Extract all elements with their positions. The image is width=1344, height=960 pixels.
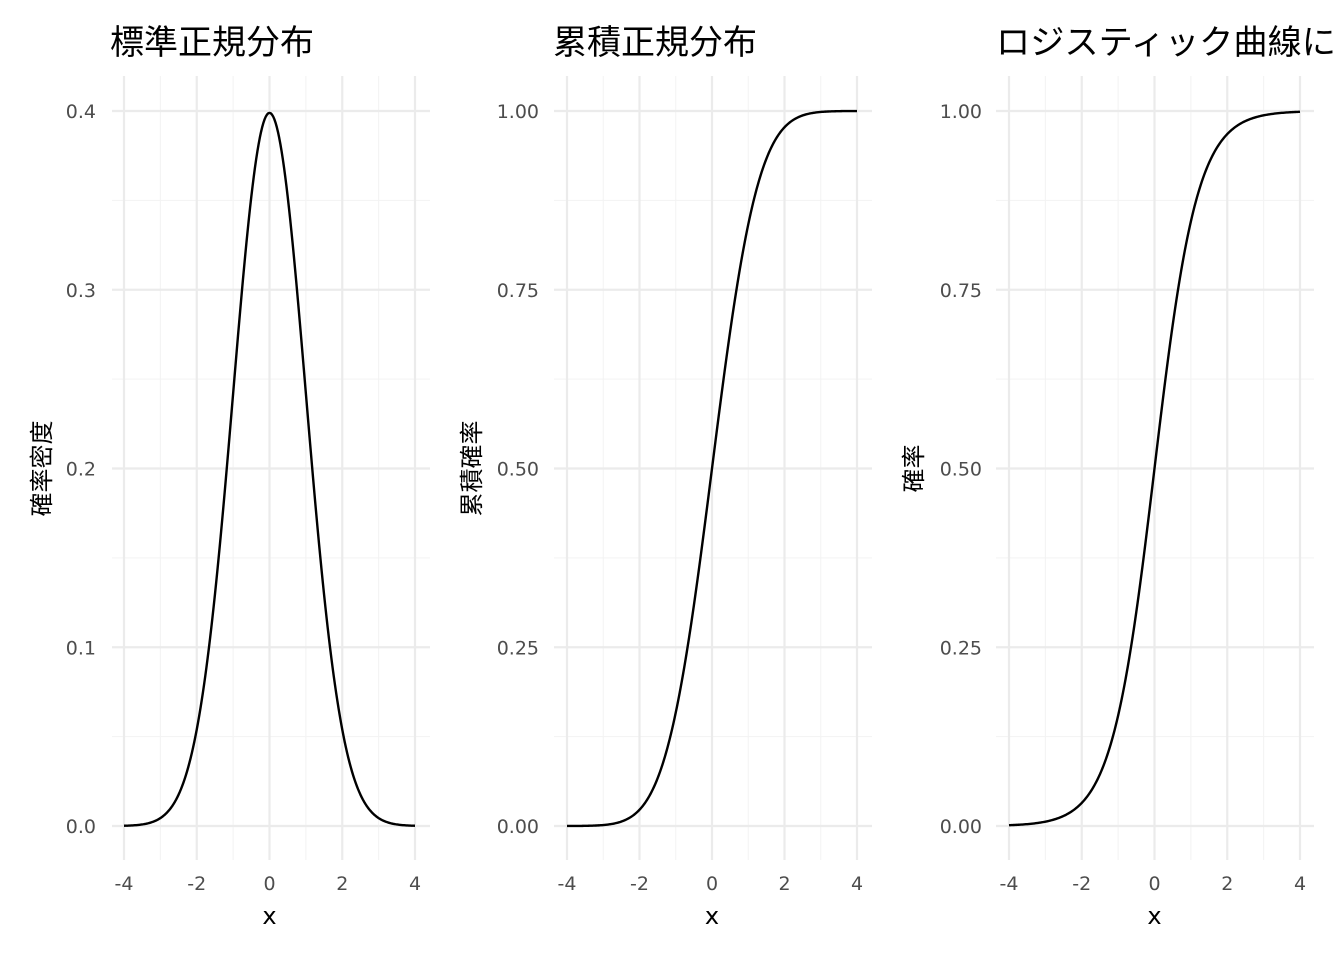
x-tick-label: -2	[187, 873, 206, 895]
y-tick-label: 0.50	[940, 459, 982, 481]
x-tick-label: 2	[1221, 873, 1233, 895]
x-axis-label: x	[1147, 902, 1161, 930]
y-axis-label: 累積確率	[458, 421, 486, 517]
x-tick-label: -4	[558, 873, 577, 895]
y-tick-label: 0.25	[497, 637, 539, 659]
y-tick-label: 0.1	[66, 637, 96, 659]
y-tick-label: 0.00	[940, 816, 982, 838]
panel-normal-cdf: -4 -2 0 2 4 0.00 0.25 0.50 0.75 1.00 x 累積確率 累積正規分布	[458, 23, 872, 930]
x-axis-label: x	[262, 902, 276, 930]
y-tick-label: 1.00	[497, 101, 539, 123]
x-tick-label: 4	[409, 873, 421, 895]
series-line	[1008, 110, 1301, 827]
y-tick-label: 0.0	[66, 816, 96, 838]
x-tick-label: -2	[630, 873, 649, 895]
y-tick-label: 0.75	[940, 280, 982, 302]
y-tick-label: 0.75	[497, 280, 539, 302]
x-tick-label: 0	[706, 873, 718, 895]
x-tick-label: -2	[1072, 873, 1091, 895]
panel-logistic: -4 -2 0 2 4 0.00 0.25 0.50 0.75 1.00 x 確率 ロジスティック曲線に	[900, 23, 1336, 930]
series-line	[123, 111, 416, 827]
x-tick-label: 4	[1294, 873, 1306, 895]
y-tick-label: 0.00	[497, 816, 539, 838]
y-tick-label: 1.00	[940, 101, 982, 123]
x-tick-label: 2	[336, 873, 348, 895]
y-tick-label: 0.2	[66, 459, 96, 481]
y-axis-label: 確率密度	[28, 421, 56, 517]
x-tick-label: -4	[1000, 873, 1019, 895]
y-tick-label: 0.4	[66, 101, 96, 123]
chart-title: 累積正規分布	[553, 23, 757, 63]
x-tick-label: 0	[1148, 873, 1160, 895]
x-tick-label: 4	[851, 873, 863, 895]
y-tick-label: 0.50	[497, 459, 539, 481]
x-tick-label: 0	[263, 873, 275, 895]
y-tick-label: 0.3	[66, 280, 96, 302]
x-tick-label: 2	[778, 873, 790, 895]
panel-normal-pdf: -4 -2 0 2 4 0.0 0.1 0.2 0.3 0.4 x 確率密度 標準正規分布	[28, 23, 430, 930]
x-axis-label: x	[705, 902, 719, 930]
y-axis-label: 確率	[900, 445, 928, 493]
chart-title: ロジスティック曲線に	[996, 23, 1336, 63]
series-line	[566, 109, 858, 828]
chart-title: 標準正規分布	[110, 23, 314, 63]
y-tick-label: 0.25	[940, 637, 982, 659]
x-tick-label: -4	[115, 873, 134, 895]
